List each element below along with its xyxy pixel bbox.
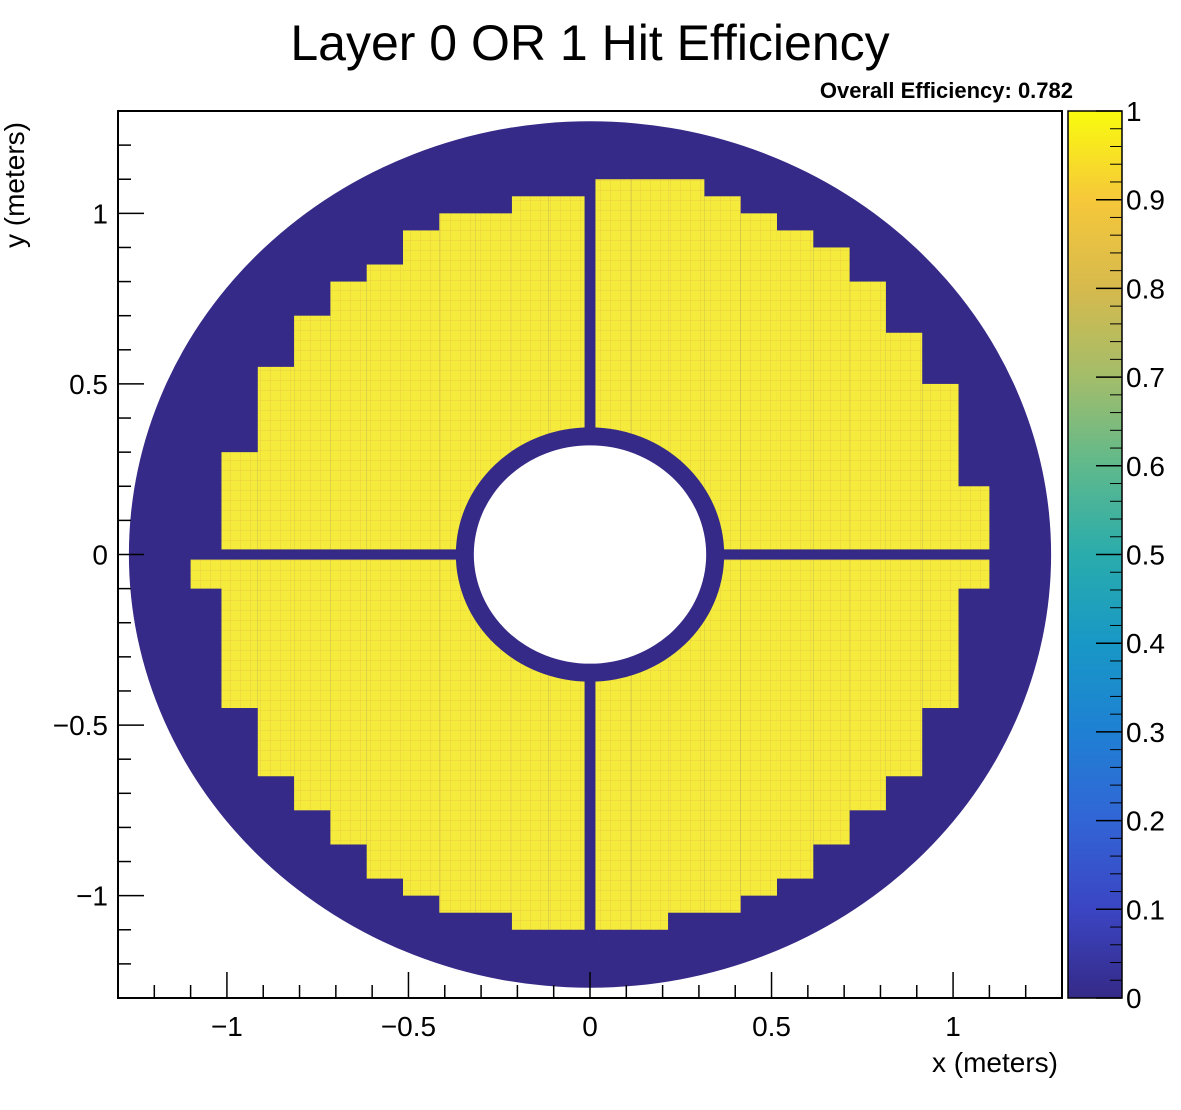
y-tick-label: −0.5 xyxy=(53,710,108,741)
colorbar-tick-label: 1 xyxy=(1126,96,1142,127)
sensor-block xyxy=(439,559,476,913)
sensor-block xyxy=(330,281,367,550)
colorbar-tick-label: 0 xyxy=(1126,983,1142,1014)
colorbar-tick-label: 0.2 xyxy=(1126,806,1165,837)
x-tick-label: 0 xyxy=(582,1011,598,1042)
sensor-block xyxy=(704,559,741,913)
sensor-block xyxy=(776,230,814,550)
colorbar-axis: 0 0.1 0.2 0.3 0.4 0.5 0.6 0.7 0.8 0.9 1 xyxy=(1096,96,1165,1014)
colorbar-tick-label: 0.8 xyxy=(1126,273,1165,304)
inner-hole xyxy=(473,445,707,664)
sensor-block xyxy=(885,332,923,550)
sensor-block xyxy=(190,559,222,589)
sensor-block xyxy=(330,559,367,845)
sensor-block xyxy=(294,315,331,550)
colorbar-tick-label: 0.1 xyxy=(1126,894,1165,925)
colorbar-tick-label: 0.5 xyxy=(1126,540,1165,571)
sensor-block xyxy=(366,559,404,879)
chart-title: Layer 0 OR 1 Hit Efficiency xyxy=(290,15,889,71)
sensor-block xyxy=(257,366,295,550)
overall-efficiency-annotation: Overall Efficiency: 0.782 xyxy=(820,78,1073,103)
sensor-block xyxy=(740,213,777,550)
y-tick-label: 0.5 xyxy=(69,369,108,400)
sensor-block xyxy=(849,559,886,811)
sensor-block xyxy=(439,213,476,550)
sensor-block xyxy=(366,264,404,550)
sensor-block xyxy=(849,281,886,550)
colorbar-tick-label: 0.6 xyxy=(1126,451,1165,482)
sensor-block xyxy=(294,559,331,811)
x-axis-label: x (meters) xyxy=(932,1047,1058,1078)
sensor-block xyxy=(403,230,440,550)
sensor-block xyxy=(221,559,258,709)
colorbar-tick-label: 0.3 xyxy=(1126,717,1165,748)
sensor-block xyxy=(922,559,959,709)
y-tick-label: 0 xyxy=(92,540,108,571)
y-axis: −1 −0.5 0 0.5 1 xyxy=(53,110,144,999)
y-axis-label: y (meters) xyxy=(0,122,30,248)
sensor-block xyxy=(958,559,990,589)
x-tick-label: −1 xyxy=(211,1011,243,1042)
x-tick-label: 1 xyxy=(945,1011,961,1042)
heatmap-plot xyxy=(128,121,1052,988)
sensor-quadrant-top-left xyxy=(221,196,585,550)
sensor-block xyxy=(221,452,258,550)
sensor-block xyxy=(813,247,850,550)
colorbar-tick-label: 0.9 xyxy=(1126,185,1165,216)
sensor-block xyxy=(813,559,850,845)
y-tick-label: −1 xyxy=(76,881,108,912)
colorbar-tick-label: 0.4 xyxy=(1126,628,1165,659)
x-axis: −1 −0.5 0 0.5 1 xyxy=(117,972,1063,1042)
sensor-block xyxy=(740,559,777,896)
sensor-block xyxy=(885,559,923,777)
colorbar-tick-label: 0.7 xyxy=(1126,362,1165,393)
sensor-block xyxy=(776,559,814,879)
sensor-block xyxy=(704,196,741,550)
sensor-block xyxy=(922,383,959,550)
x-tick-label: 0.5 xyxy=(752,1011,791,1042)
sensor-block xyxy=(958,486,990,550)
sensor-block xyxy=(257,559,295,777)
sensor-block xyxy=(403,559,440,896)
x-tick-label: −0.5 xyxy=(381,1011,436,1042)
y-tick-label: 1 xyxy=(92,198,108,229)
